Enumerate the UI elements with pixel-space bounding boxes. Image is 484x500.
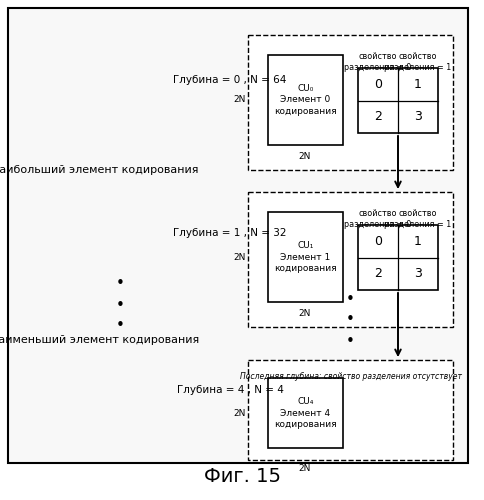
Bar — [358, 68, 438, 133]
Text: 2N: 2N — [234, 96, 246, 104]
Text: свойство
разделения = 0: свойство разделения = 0 — [345, 52, 411, 72]
Text: CU₁
Элемент 1
кодирования: CU₁ Элемент 1 кодирования — [274, 240, 337, 274]
Text: 2N: 2N — [299, 464, 311, 473]
Bar — [248, 360, 453, 460]
Text: свойство
разделения = 1: свойство разделения = 1 — [384, 209, 452, 229]
Text: 2: 2 — [374, 110, 382, 123]
Bar — [268, 55, 343, 145]
Text: 2N: 2N — [234, 408, 246, 418]
Bar — [268, 378, 343, 448]
Text: свойство
разделения = 0: свойство разделения = 0 — [345, 209, 411, 229]
Text: •
•
•: • • • — [116, 276, 124, 334]
Text: Наибольший элемент кодирования: Наибольший элемент кодирования — [0, 165, 199, 175]
Text: Наименьший элемент кодирования: Наименьший элемент кодирования — [0, 335, 199, 345]
Text: CU₀
Элемент 0
кодирования: CU₀ Элемент 0 кодирования — [274, 84, 337, 116]
Text: Последняя глубина: свойство разделения отсутствует: Последняя глубина: свойство разделения о… — [240, 372, 462, 381]
Text: 1: 1 — [414, 78, 422, 91]
Text: Глубина = 0 , N = 64: Глубина = 0 , N = 64 — [173, 75, 287, 85]
Bar — [248, 35, 453, 170]
Text: 3: 3 — [414, 110, 422, 123]
Bar — [248, 192, 453, 327]
Text: Фиг. 15: Фиг. 15 — [203, 466, 281, 485]
Text: 0: 0 — [374, 78, 382, 91]
Text: Глубина = 1 , N = 32: Глубина = 1 , N = 32 — [173, 228, 287, 238]
Text: CU₄
Элемент 4
кодирования: CU₄ Элемент 4 кодирования — [274, 396, 337, 430]
Text: 2: 2 — [374, 267, 382, 280]
Bar — [268, 212, 343, 302]
Text: 1: 1 — [414, 235, 422, 248]
Text: Глубина = 4 , N = 4: Глубина = 4 , N = 4 — [177, 385, 284, 395]
Text: •
•
•: • • • — [346, 292, 354, 348]
Text: 2N: 2N — [299, 309, 311, 318]
Text: 0: 0 — [374, 235, 382, 248]
Bar — [358, 225, 438, 290]
Text: 2N: 2N — [234, 252, 246, 262]
Text: 2N: 2N — [299, 152, 311, 161]
Text: свойство
разделения = 1: свойство разделения = 1 — [384, 52, 452, 72]
Text: 3: 3 — [414, 267, 422, 280]
